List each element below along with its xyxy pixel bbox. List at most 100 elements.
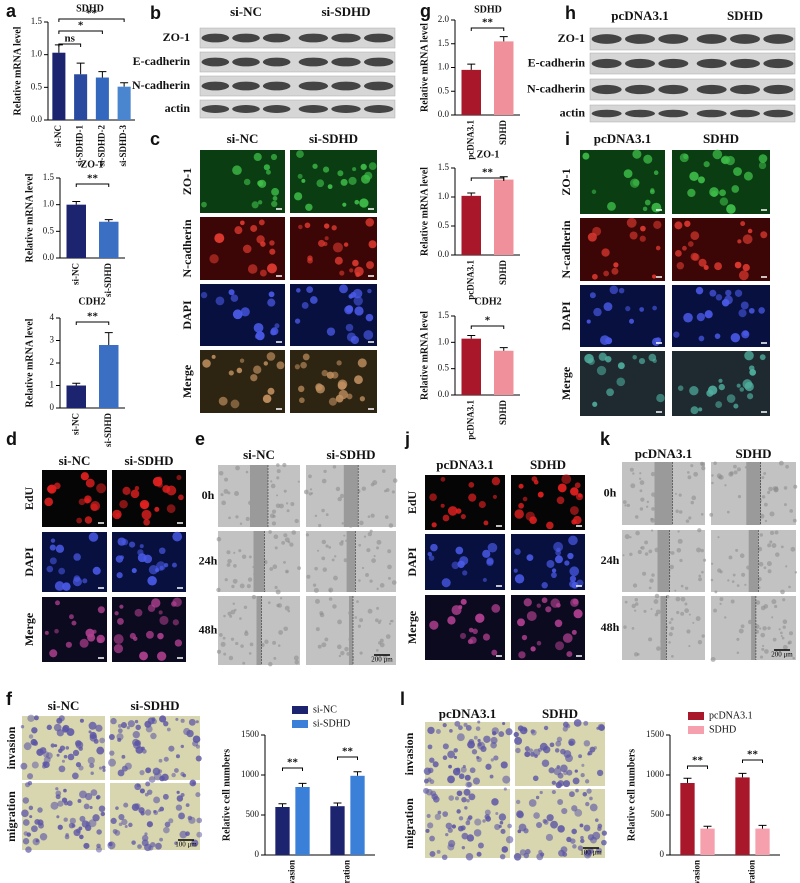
scale-label: 200 μm bbox=[371, 656, 393, 664]
cell bbox=[574, 482, 581, 489]
cell bbox=[79, 638, 89, 648]
cell bbox=[79, 834, 84, 840]
chart-title: CDH2 bbox=[474, 296, 501, 307]
y-tick-label: 500 bbox=[246, 809, 260, 819]
cell bbox=[462, 764, 466, 769]
y-tick-label: 1.0 bbox=[438, 191, 450, 201]
panel-label: f bbox=[6, 689, 13, 709]
texture bbox=[248, 555, 252, 559]
micrograph bbox=[42, 470, 107, 527]
bar bbox=[295, 787, 310, 855]
cell bbox=[581, 763, 585, 767]
texture bbox=[687, 471, 690, 474]
cell bbox=[519, 849, 527, 856]
cell bbox=[572, 598, 579, 605]
cell bbox=[482, 577, 487, 583]
cell bbox=[90, 789, 98, 796]
texture bbox=[373, 555, 376, 558]
cell bbox=[93, 738, 99, 744]
cell bbox=[490, 758, 495, 762]
cell bbox=[101, 765, 106, 770]
cell bbox=[601, 839, 607, 846]
row-label: ZO-1 bbox=[163, 30, 190, 44]
panel-label: h bbox=[565, 3, 576, 23]
legend-swatch bbox=[688, 726, 704, 734]
cell bbox=[557, 799, 564, 805]
texture bbox=[359, 520, 364, 526]
texture bbox=[732, 573, 736, 577]
cell bbox=[740, 301, 749, 310]
texture bbox=[285, 502, 289, 505]
error-bar bbox=[72, 200, 81, 205]
texture bbox=[239, 617, 242, 620]
texture bbox=[286, 509, 290, 513]
cell bbox=[195, 755, 202, 762]
blot-band bbox=[232, 33, 260, 43]
cell bbox=[736, 383, 741, 388]
significance-label: ** bbox=[692, 755, 704, 767]
error-bar bbox=[333, 802, 342, 807]
cell bbox=[161, 773, 169, 782]
y-tick-label: 1500 bbox=[646, 729, 665, 739]
cell bbox=[517, 829, 522, 834]
texture bbox=[245, 516, 250, 522]
texture bbox=[698, 574, 702, 578]
cell bbox=[258, 219, 265, 226]
cell bbox=[120, 722, 127, 729]
cell bbox=[698, 407, 703, 412]
cell bbox=[239, 358, 245, 363]
texture bbox=[759, 533, 764, 537]
cell bbox=[501, 846, 509, 853]
x-tick-label: si-SDHD-2 bbox=[96, 125, 106, 167]
cell bbox=[589, 796, 593, 801]
cell bbox=[651, 337, 661, 347]
cell bbox=[551, 568, 557, 573]
cell bbox=[714, 333, 721, 339]
cell bbox=[431, 522, 437, 528]
cell bbox=[108, 758, 116, 767]
cell bbox=[730, 332, 741, 343]
cell bbox=[584, 779, 590, 784]
row-label: 48h bbox=[199, 622, 218, 636]
bar bbox=[99, 345, 119, 408]
cell bbox=[129, 632, 136, 640]
texture bbox=[780, 545, 784, 549]
row-label: actin bbox=[165, 101, 191, 115]
cell bbox=[46, 724, 52, 730]
cell bbox=[96, 829, 102, 835]
cell bbox=[134, 719, 139, 724]
texture bbox=[671, 654, 674, 658]
cell bbox=[215, 296, 225, 306]
texture bbox=[290, 501, 295, 507]
cell bbox=[89, 805, 93, 810]
cell bbox=[29, 815, 33, 819]
cell bbox=[232, 309, 243, 320]
error-bar bbox=[499, 36, 508, 42]
column-label: pcDNA3.1 bbox=[611, 8, 668, 23]
texture bbox=[629, 536, 632, 539]
cell bbox=[554, 748, 560, 753]
texture bbox=[778, 628, 781, 631]
y-tick-label: 0.5 bbox=[438, 85, 450, 95]
significance-bracket bbox=[281, 767, 304, 771]
cell bbox=[554, 619, 563, 628]
blot-band bbox=[730, 34, 760, 44]
texture bbox=[315, 627, 320, 632]
blot-band bbox=[262, 33, 291, 43]
wound-gap bbox=[660, 596, 667, 660]
cell bbox=[152, 767, 161, 776]
texture bbox=[283, 560, 286, 564]
cell bbox=[20, 725, 25, 729]
cell bbox=[425, 828, 430, 833]
cell bbox=[61, 797, 68, 803]
cell bbox=[250, 224, 258, 232]
cell bbox=[463, 722, 468, 727]
cell bbox=[27, 773, 34, 780]
cell bbox=[461, 845, 466, 850]
texture bbox=[276, 476, 280, 480]
cell bbox=[528, 748, 534, 753]
cell bbox=[580, 835, 584, 840]
cell bbox=[109, 750, 115, 756]
cell bbox=[433, 795, 440, 803]
texture bbox=[218, 633, 223, 637]
